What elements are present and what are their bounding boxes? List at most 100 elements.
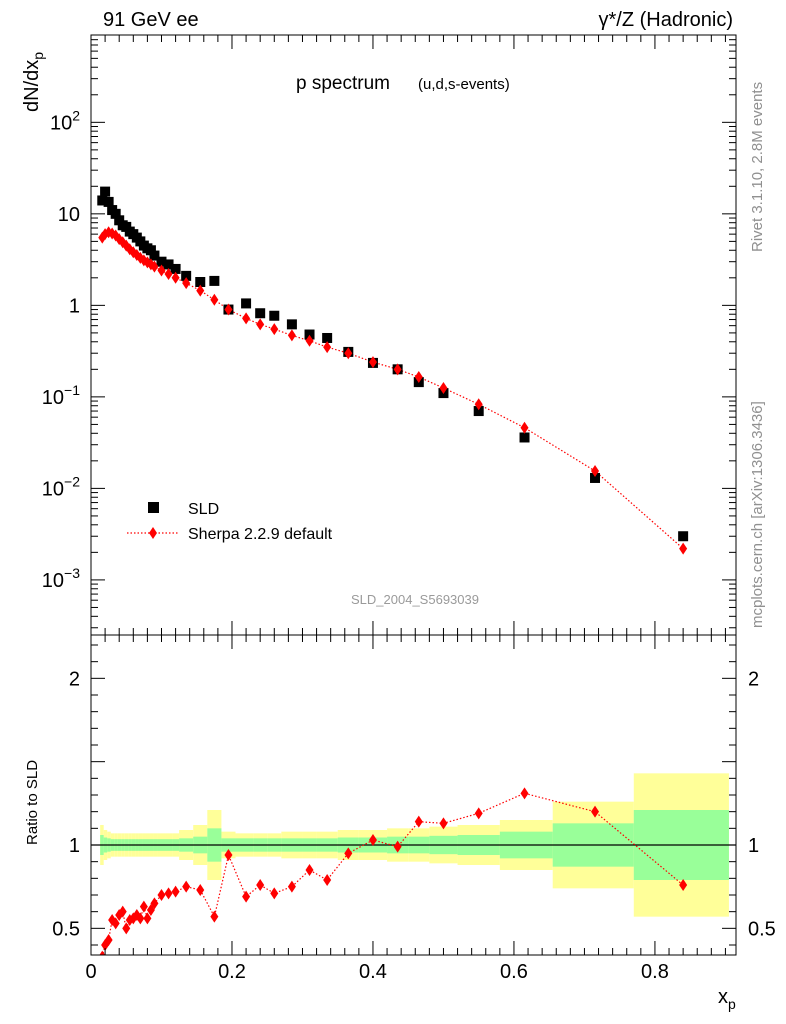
y-tick-label: 10−1: [42, 382, 80, 409]
ratio-mc-point: [287, 880, 296, 893]
ratio-mc-point: [256, 879, 265, 891]
mc-point: [210, 293, 219, 306]
y-tick-label: 1: [69, 295, 80, 317]
data-point: [100, 186, 111, 197]
ratio-mc-point: [323, 874, 332, 886]
mc-point: [323, 341, 332, 354]
data-point: [149, 250, 160, 261]
ratio-mc-point: [157, 889, 166, 901]
x-tick-label: 0.2: [218, 961, 246, 983]
x-tick-label: 0.4: [359, 961, 387, 983]
data-point: [181, 270, 192, 281]
mc-point: [182, 277, 191, 290]
data-point: [519, 432, 530, 443]
mc-point: [679, 542, 688, 555]
data-point: [145, 245, 156, 256]
mc-point: [256, 318, 265, 331]
ratio-mc-point: [591, 805, 600, 818]
data-point: [209, 275, 220, 286]
mc-point: [242, 312, 251, 325]
x-tick-label: 0.6: [500, 961, 528, 983]
y-tick-label: 102: [50, 107, 80, 134]
data-point: [255, 308, 266, 319]
mc-point: [591, 464, 600, 477]
mc-point: [393, 363, 402, 376]
legend-marker-mc: [149, 527, 157, 539]
ratio-mc-point: [414, 815, 423, 828]
mc-point: [164, 268, 173, 281]
legend-label-data: SLD: [188, 501, 219, 518]
side-label-top: Rivet 3.1.10, 2.8M events: [749, 82, 766, 252]
data-point: [163, 259, 174, 270]
main-title: p spectrum: [296, 73, 390, 94]
ratio-mc-point: [182, 880, 191, 893]
mc-point: [520, 421, 529, 434]
data-point: [110, 208, 121, 219]
mc-point: [474, 398, 483, 411]
mc-point: [157, 264, 166, 277]
mc-point: [305, 334, 314, 347]
mc-point: [439, 382, 448, 395]
mc-point: [132, 249, 141, 262]
side-label-bottom: mcplots.cern.ch [arXiv:1306.3436]: [749, 401, 766, 628]
ratio-mc-point: [104, 934, 113, 946]
x-tick-label: 0.8: [641, 961, 669, 983]
ratio-mc-point: [393, 840, 402, 853]
data-point: [156, 256, 167, 267]
ratio-mc-point: [136, 912, 145, 925]
data-point: [103, 196, 114, 207]
ratio-mc-point: [679, 879, 688, 891]
mc-point: [196, 284, 205, 297]
ratio-mc-point: [99, 950, 106, 955]
ratio-mc-point: [196, 884, 205, 896]
ratio-mc-point: [122, 922, 131, 935]
data-point: [286, 319, 297, 330]
data-point: [590, 472, 601, 483]
ratio-mc-point: [224, 849, 233, 861]
ratio-mc-point: [344, 847, 353, 860]
ratio-y-tick-label: 0.5: [52, 918, 80, 940]
y-axis-label-main: dN/dxp: [21, 52, 46, 112]
ratio-y-tick-label-right: 1: [748, 835, 759, 857]
data-point: [473, 406, 484, 417]
data-point: [304, 329, 315, 340]
mc-point: [270, 323, 279, 336]
mc-point: [287, 329, 296, 342]
header-left: 91 GeV ee: [103, 9, 199, 31]
main-panel: SLD Sherpa 2.2.9 default 10−3 10−2 10−1 1 10 10…: [42, 34, 737, 636]
y-tick-label: 10−3: [42, 565, 80, 592]
data-point: [170, 263, 181, 274]
ratio-y-tick-label-right: 2: [748, 668, 759, 690]
main-frame: [90, 34, 737, 636]
legend-label-mc: Sherpa 2.2.9 default: [188, 526, 333, 543]
data-point: [195, 276, 206, 287]
ratio-mc-point: [150, 897, 159, 910]
ratio-mc-point: [305, 864, 314, 876]
y-tick-label: 10−2: [42, 473, 80, 500]
ratio-mc-point: [118, 905, 127, 918]
ratio-mc-point: [143, 912, 152, 925]
y-tick-label: 10: [58, 204, 80, 226]
ratio-y-tick-label: 1: [69, 835, 80, 857]
data-point: [269, 310, 280, 321]
x-axis-label: xp: [718, 986, 736, 1012]
main-subtitle: (u,d,s-events): [418, 76, 510, 93]
x-tick-label: 0: [85, 961, 96, 983]
ratio-mc-point: [242, 890, 251, 903]
ratio-panel: 0.5 0.5 1 1 2 2 0 0.2 0.4 0.6 0.8: [52, 634, 776, 983]
mc-point: [224, 303, 233, 316]
ratio-mc-point: [164, 887, 173, 900]
y-axis-label-ratio: Ratio to SLD: [24, 760, 41, 845]
data-point: [97, 195, 108, 206]
ratio-mc-point: [520, 787, 529, 800]
ratio-mc-point: [270, 887, 279, 900]
ratio-mc-point: [111, 917, 120, 930]
ratio-mc-point: [210, 910, 219, 923]
ratio-mc-point: [474, 807, 483, 820]
data-point: [678, 531, 689, 542]
ratio-mc-point: [171, 885, 180, 898]
ratio-mc-point: [439, 817, 448, 830]
ratio-y-tick-label: 2: [69, 668, 80, 690]
mc-point: [344, 347, 353, 360]
